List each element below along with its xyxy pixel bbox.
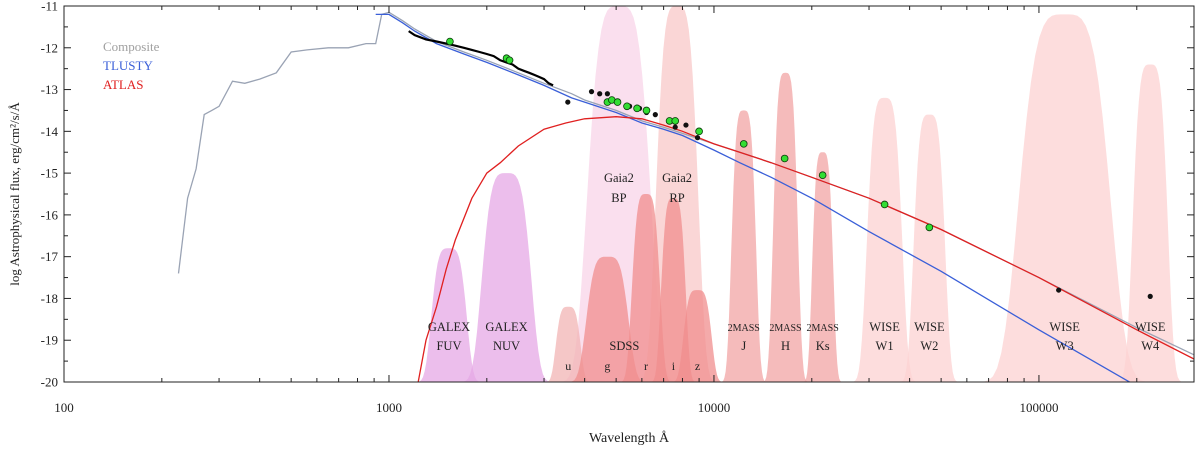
filter-label-sdss-u: u <box>565 359 571 373</box>
filter-label-2mass-h-name: 2MASS <box>769 323 801 334</box>
photometry-green-point <box>880 200 889 209</box>
photometry-green-point <box>446 37 454 46</box>
filter-label-wise-w3-name: WISE <box>1049 320 1080 334</box>
filter-label-sdss-r: r <box>644 359 648 373</box>
x-axis-label: Wavelength Å <box>589 430 670 446</box>
photometry-black-point <box>652 112 658 118</box>
y-tick-label: -17 <box>41 249 59 264</box>
filter-label-2mass-ks-band: Ks <box>816 339 830 353</box>
photometry-black-point <box>1147 293 1153 299</box>
filter-2mass-j <box>709 110 778 382</box>
y-tick-label: -15 <box>41 166 58 181</box>
photometry-green-point <box>505 56 514 65</box>
photometry-black-point <box>683 122 689 128</box>
filter-label-wise-w1-band: W1 <box>876 339 894 353</box>
y-tick-label: -11 <box>41 0 58 14</box>
photometry-green-point <box>695 127 703 136</box>
photometry-black-point <box>565 99 571 105</box>
legend-entry-tlusty: TLUSTY <box>103 58 153 73</box>
y-tick-label: -18 <box>41 291 58 306</box>
y-tick-label: -16 <box>41 207 59 222</box>
filter-label-wise-w1-name: WISE <box>869 320 900 334</box>
filter-labels: GALEX FUV GALEX NUV u g r i z Gaia2 BP Gaia2 RP 2MASS… <box>428 171 1166 373</box>
legend-entry-atlas: ATLAS <box>103 77 143 92</box>
filter-label-2mass-j-name: 2MASS <box>728 323 760 334</box>
x-tick-label: 100 <box>54 400 74 415</box>
filter-label-wise-w4-band: W4 <box>1141 339 1160 353</box>
photometry-black-point <box>588 89 595 95</box>
photometry-green-point <box>613 98 622 106</box>
filter-label-gaia-rp-band: RP <box>669 191 684 205</box>
y-tick-label: -20 <box>41 375 58 390</box>
filter-gaia-bp <box>531 6 707 382</box>
filter-wise-w4 <box>1101 64 1194 382</box>
photometry-green-point <box>671 117 680 125</box>
filter-wise-w3 <box>937 14 1192 382</box>
filter-label-sdss-z: z <box>695 359 700 373</box>
filter-label-galex-nuv-band: NUV <box>493 339 520 353</box>
filter-label-wise-w2-band: W2 <box>920 339 938 353</box>
filter-label-galex-fuv-name: GALEX <box>428 320 470 334</box>
photometry-points <box>446 37 1153 299</box>
filter-2mass-ks <box>793 152 852 382</box>
filter-label-wise-w2-name: WISE <box>914 320 945 334</box>
filter-sdss-r <box>607 194 685 382</box>
y-tick-label: -19 <box>41 333 58 348</box>
y-tick-label: -13 <box>41 82 58 97</box>
photometry-green-point <box>633 104 641 113</box>
filter-galex-nuv <box>438 173 575 382</box>
photometry-green-point <box>623 102 631 111</box>
filter-sdss-z <box>658 290 737 382</box>
photometry-green-point <box>642 106 651 115</box>
filter-gaia-rp <box>618 6 736 382</box>
filter-label-gaia-rp-name: Gaia2 <box>662 171 692 185</box>
filter-label-galex-fuv-band: FUV <box>436 339 461 353</box>
filter-sdss-g <box>548 256 666 382</box>
y-tick-label: -14 <box>41 124 59 139</box>
filter-label-wise-w3-band: W3 <box>1056 339 1074 353</box>
photometry-black-point <box>604 91 611 97</box>
filter-label-sdss-g: g <box>604 359 610 373</box>
x-tick-label: 1000 <box>376 400 402 415</box>
y-axis-label: log Astrophysical flux, erg/cm²/s/Å <box>7 102 22 286</box>
photometry-black-point <box>1056 287 1062 293</box>
filter-label-gaia-bp-band: BP <box>611 191 626 205</box>
x-tick-label: 100000 <box>1019 400 1058 415</box>
photometry-green-point <box>925 223 934 232</box>
axis-ticks: 100 1000 10000 100000 -11 -12 -13 -14 -15 -16 -17 -… <box>41 0 1195 415</box>
photometry-green-point <box>818 171 827 180</box>
filter-label-2mass-ks-name: 2MASS <box>807 323 839 334</box>
filter-label-2mass-j-band: J <box>741 339 746 353</box>
filter-sdss-i <box>639 198 708 382</box>
series-tlusty <box>375 13 1131 382</box>
filter-label-2mass-h-band: H <box>781 339 790 353</box>
filter-sdss-u <box>534 306 603 382</box>
photometry-green-point <box>739 140 748 148</box>
observed-uv-spectrum <box>408 30 554 87</box>
x-tick-label: 10000 <box>698 400 731 415</box>
y-tick-label: -12 <box>41 40 58 55</box>
filter-2mass-h <box>751 72 820 382</box>
legend: Composite TLUSTY ATLAS <box>103 39 160 92</box>
filter-label-gaia-bp-name: Gaia2 <box>604 171 634 185</box>
filter-wise-w2 <box>885 114 974 382</box>
photometry-green-point <box>780 154 789 163</box>
photometry-black-point <box>694 135 701 141</box>
filter-label-wise-w4-name: WISE <box>1135 320 1166 334</box>
photometry-black-point <box>672 124 678 130</box>
filter-label-sdss-i: i <box>672 359 676 373</box>
legend-entry-composite: Composite <box>103 39 160 54</box>
photometry-black-point <box>597 91 603 97</box>
filter-label-sdss: SDSS <box>609 339 639 353</box>
model-spectra <box>177 11 1194 382</box>
filter-label-galex-nuv-name: GALEX <box>485 320 527 334</box>
series-atlas <box>417 116 1194 382</box>
filter-galex-fuv <box>400 248 498 382</box>
